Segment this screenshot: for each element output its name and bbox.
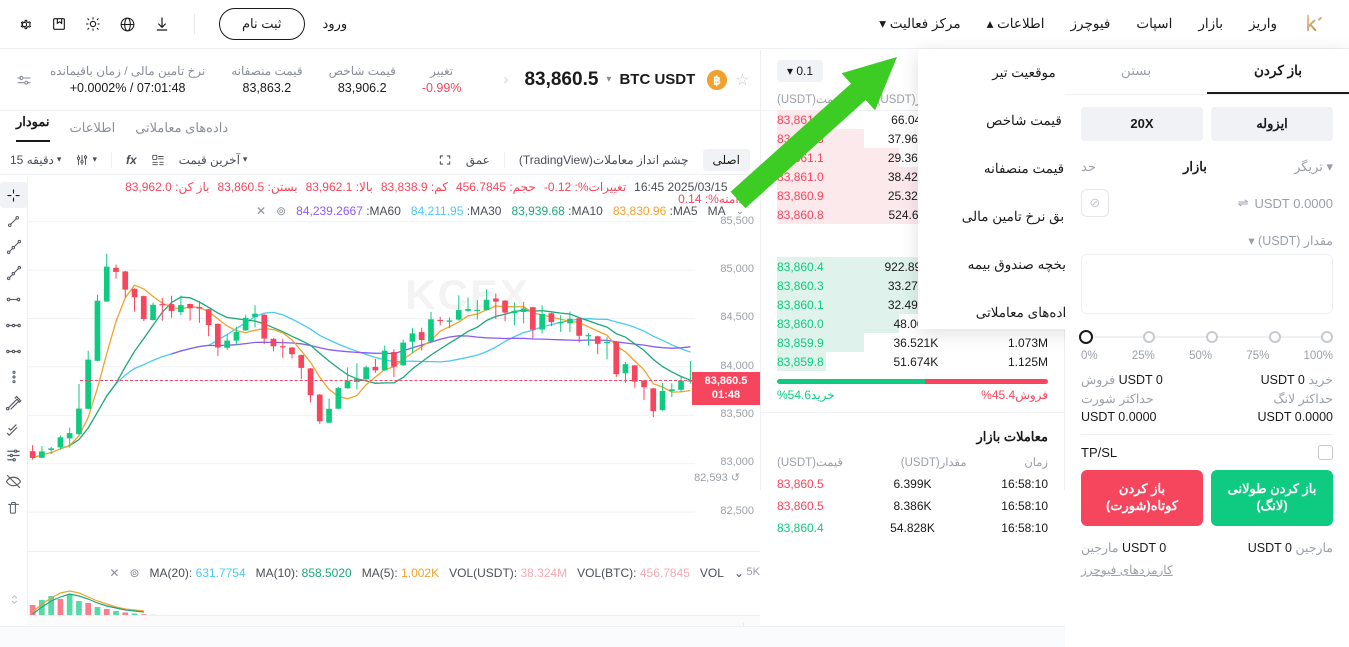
svg-text:฿: ฿ [713, 73, 721, 87]
